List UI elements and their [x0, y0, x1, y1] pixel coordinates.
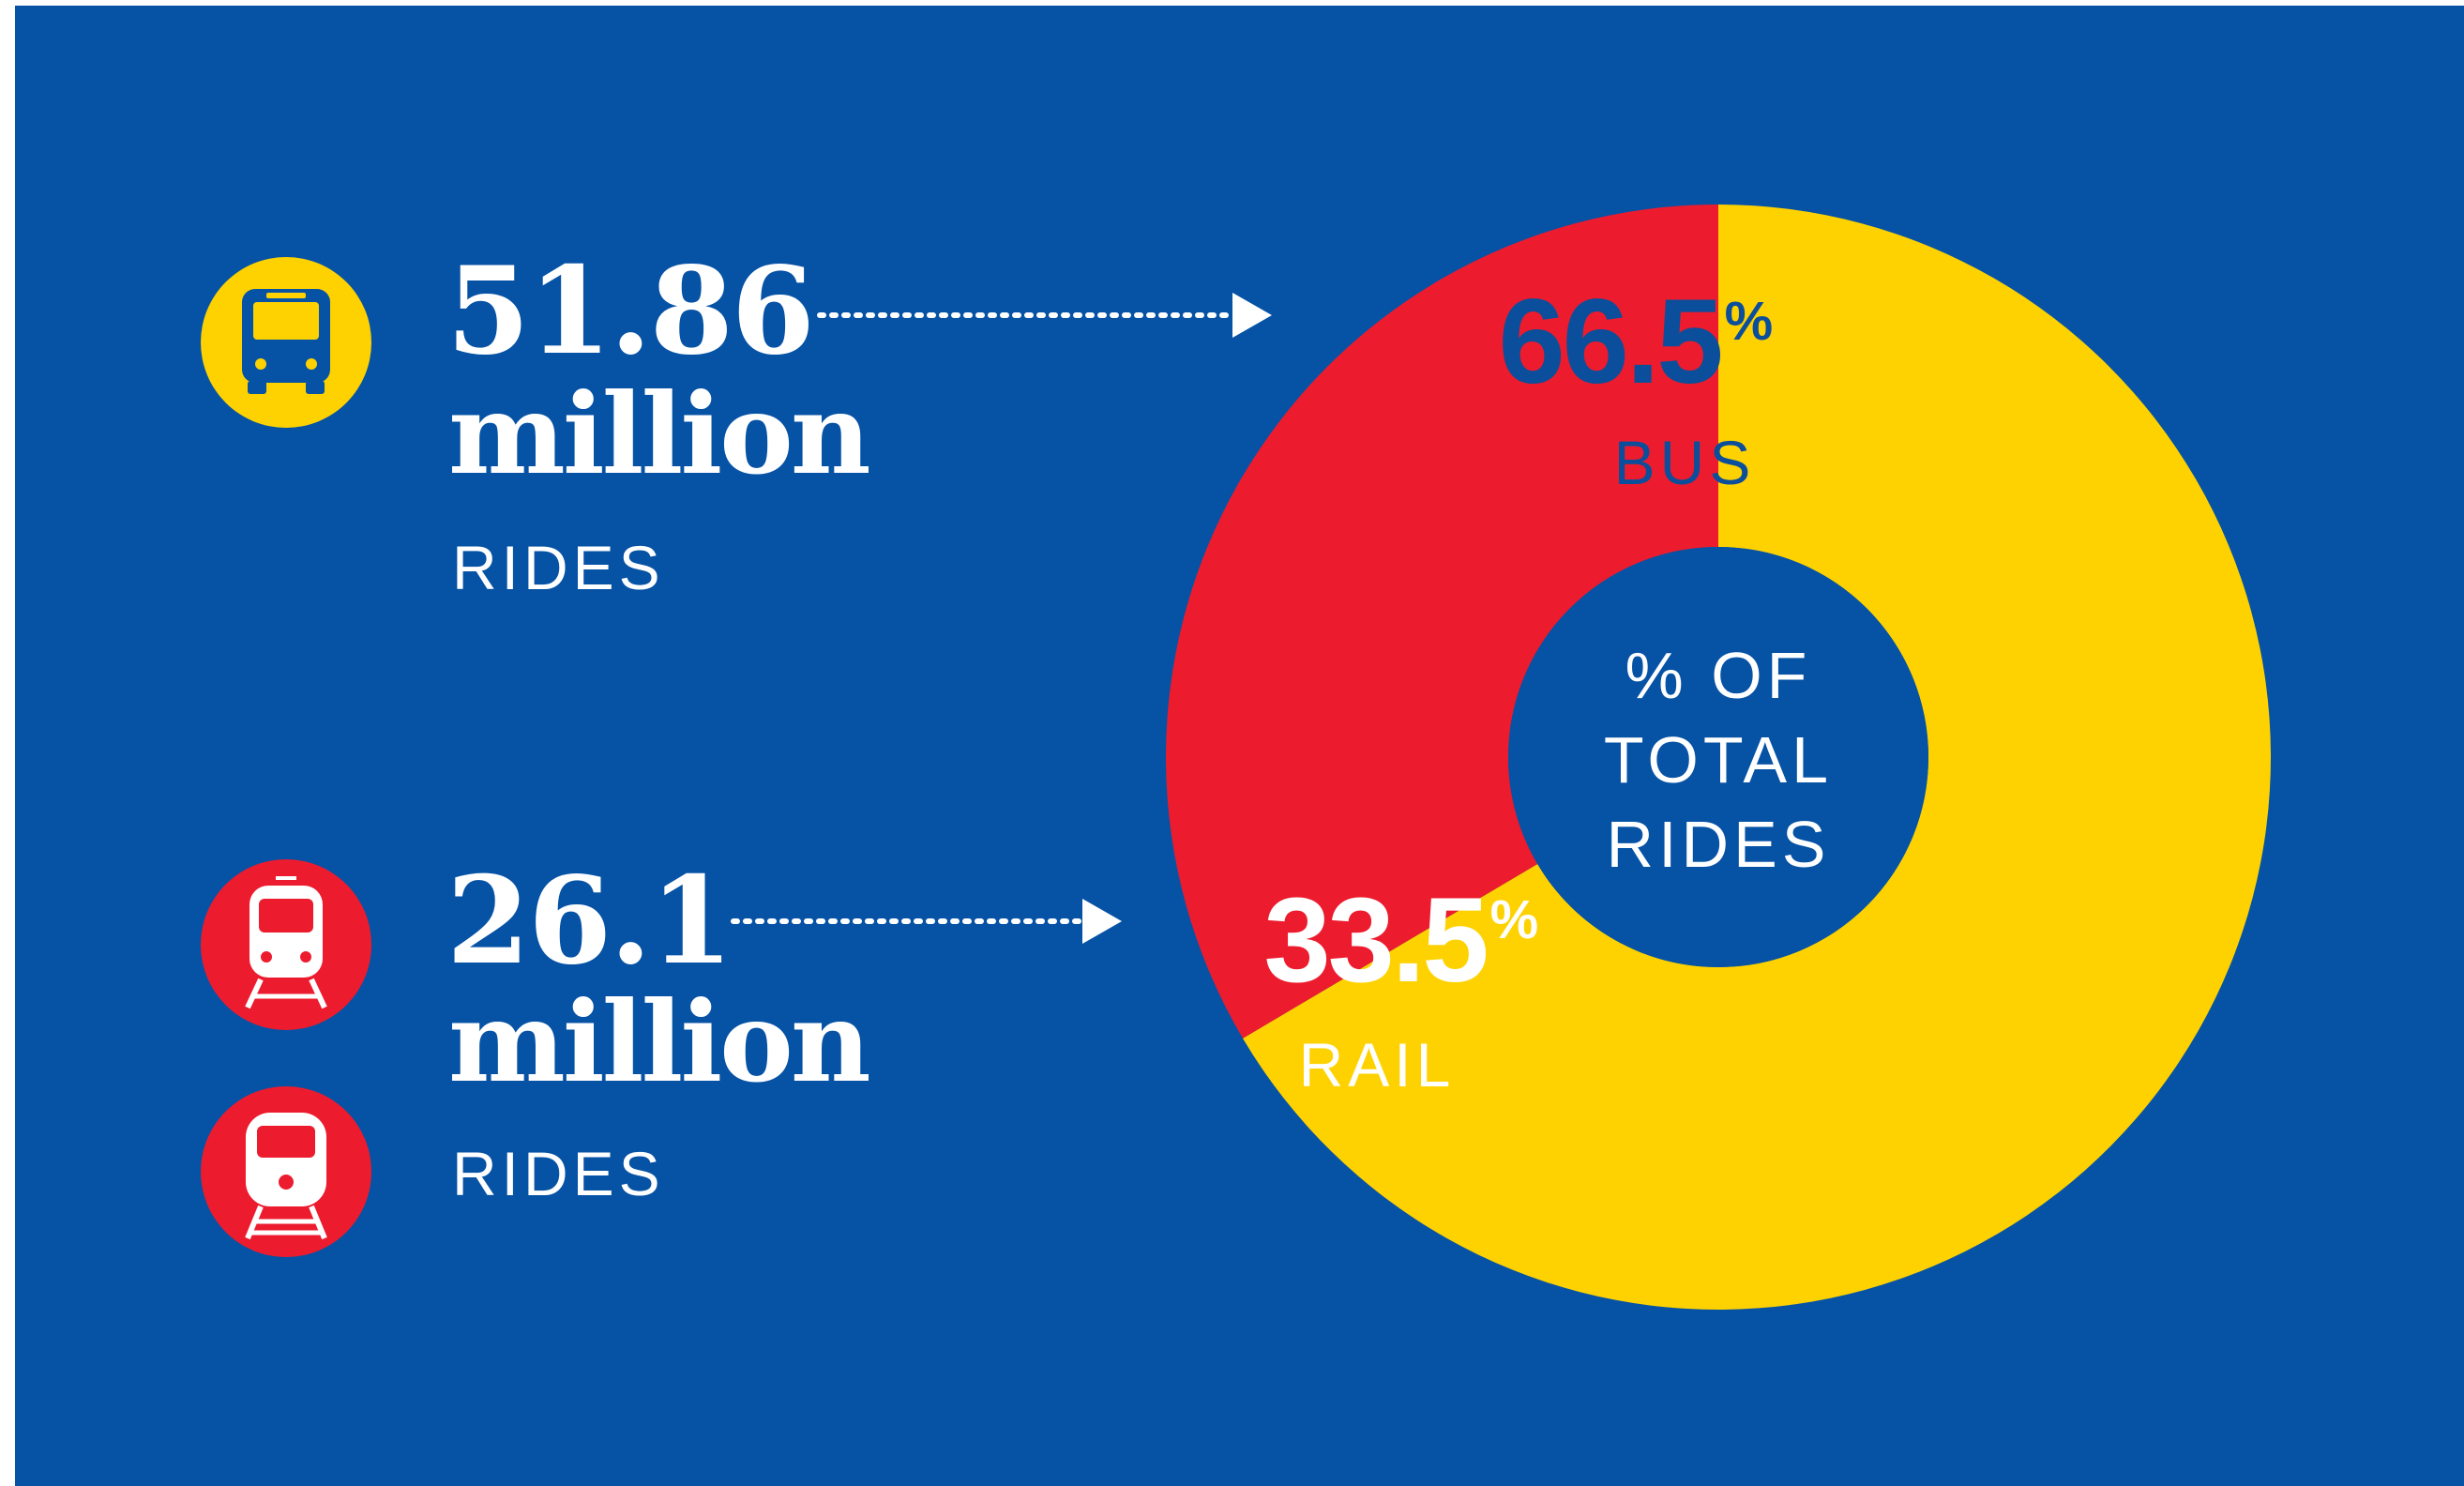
infographic: % OF TOTAL RIDES 66.5% BUS 33.5% RAIL 51.86 mi…	[15, 6, 2464, 1486]
donut-center	[1508, 547, 1928, 967]
rail-rides-unit: million	[448, 977, 871, 1107]
donut-center-label-line: RIDES	[1607, 808, 1831, 881]
rail-rides-value: 26.1	[446, 851, 733, 992]
bus-rides-label: RIDES	[452, 533, 665, 602]
donut-label-rail: RAIL	[1299, 1030, 1456, 1099]
infographic-background: % OF TOTAL RIDES 66.5 % BUS 33.5 % RAIL	[15, 6, 2464, 1486]
bus-rides-value: 51.86	[446, 241, 815, 382]
donut-slice-bus	[1243, 205, 2271, 1310]
rail-rides-label: RIDES	[452, 1139, 665, 1208]
donut-value-bus: 66.5	[1498, 275, 1720, 409]
bus-icon	[201, 257, 371, 428]
donut-slice-rail	[1166, 205, 1718, 1039]
donut-center-label-line: % OF	[1625, 639, 1812, 712]
train-icon	[201, 859, 371, 1030]
rail-connector-arrow-head	[1082, 899, 1122, 944]
commuter-train-icon	[201, 1086, 371, 1257]
donut-percent-sign-rail: %	[1490, 889, 1539, 950]
bus-rides-unit: million	[448, 369, 871, 499]
donut-percent-sign-bus: %	[1725, 291, 1774, 352]
donut-center-label-line: TOTAL	[1604, 723, 1833, 796]
donut-label-bus: BUS	[1614, 428, 1756, 497]
donut-value-rail: 33.5	[1263, 873, 1486, 1008]
bus-connector-arrow-head	[1232, 293, 1272, 338]
